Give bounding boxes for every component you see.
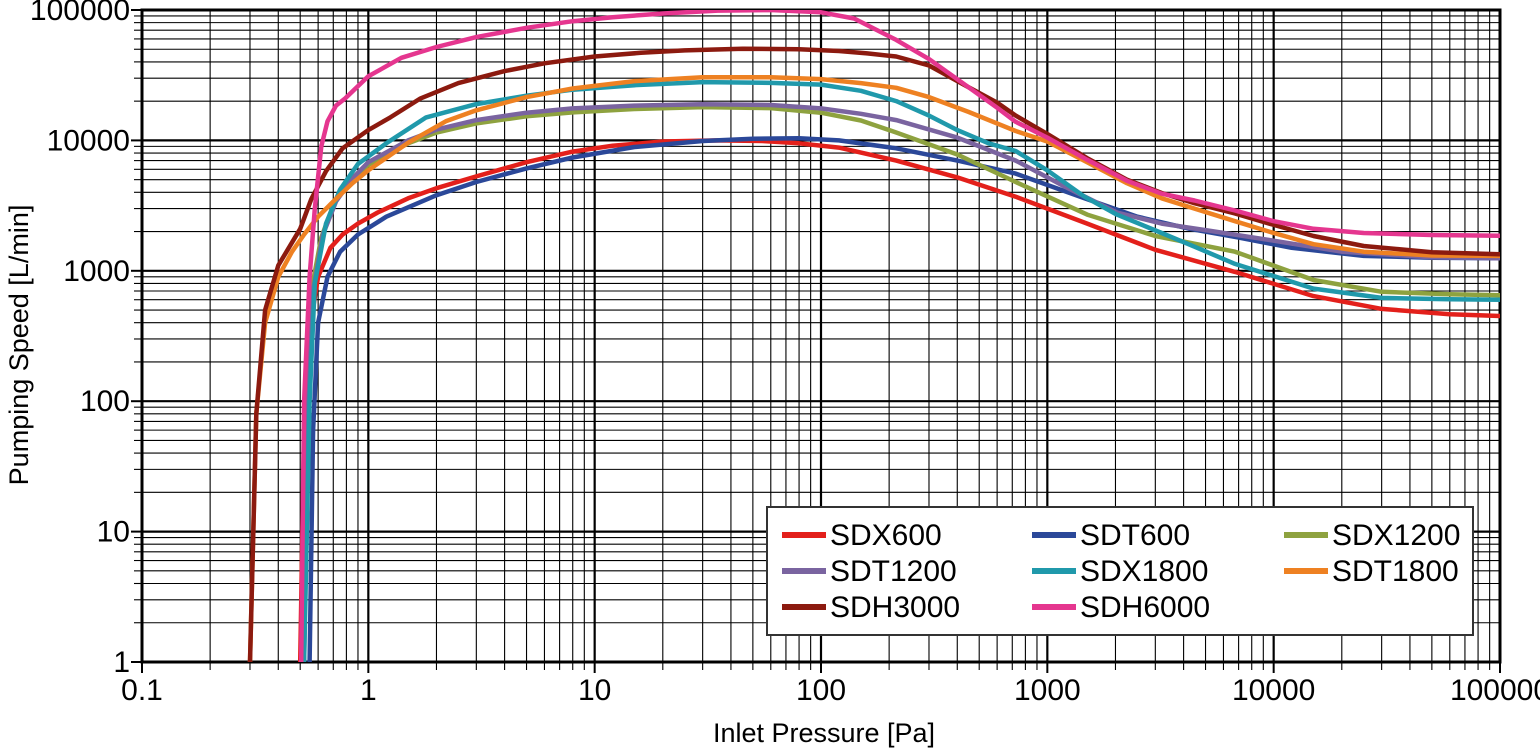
legend-label-SDX1800: SDX1800 (1080, 555, 1208, 588)
legend-label-SDT600: SDT600 (1080, 519, 1190, 552)
curve-SDH6000 (298, 10, 1500, 662)
series-curves (247, 10, 1500, 662)
curve-SDX600 (297, 138, 1500, 662)
x-tick-label: 10 (578, 674, 611, 707)
y-tick-label: 100000 (30, 0, 130, 27)
x-tick-label: 1000 (1014, 674, 1081, 707)
y-tick-label: 10000 (47, 124, 130, 157)
y-axis-title: Pumping Speed [L/min] (4, 205, 34, 486)
legend-label-SDH3000: SDH3000 (830, 591, 960, 624)
legend-label-SDT1800: SDT1800 (1332, 555, 1459, 588)
x-tick-label: 1 (360, 674, 377, 707)
y-tick-label: 100 (80, 385, 130, 418)
legend-box (766, 506, 1474, 636)
x-axis-title: Inlet Pressure [Pa] (713, 718, 935, 748)
legend-label-SDT1200: SDT1200 (830, 555, 957, 588)
legend-label-SDX600: SDX600 (830, 519, 942, 552)
tick-labels: 0.11101001000100001000001101001000100001… (30, 0, 1540, 707)
x-tick-label: 0.1 (121, 674, 163, 707)
legend-label-SDH6000: SDH6000 (1080, 591, 1210, 624)
legend: SDX600 SDT600 SDX1200 SDT1200 SDX1800 SDT1800… (766, 506, 1474, 636)
y-tick-label: 1000 (63, 255, 130, 288)
curve-SDX1800 (301, 79, 1500, 662)
plot-border (140, 8, 1502, 664)
y-tick-label: 10 (97, 516, 130, 549)
legend-label-SDX1200: SDX1200 (1332, 519, 1460, 552)
x-tick-label: 100 (796, 674, 846, 707)
x-tick-label: 10000 (1232, 674, 1315, 707)
y-tick-label: 1 (113, 646, 130, 679)
x-tick-label: 100000 (1450, 674, 1540, 707)
curve-SDH3000 (247, 46, 1500, 662)
